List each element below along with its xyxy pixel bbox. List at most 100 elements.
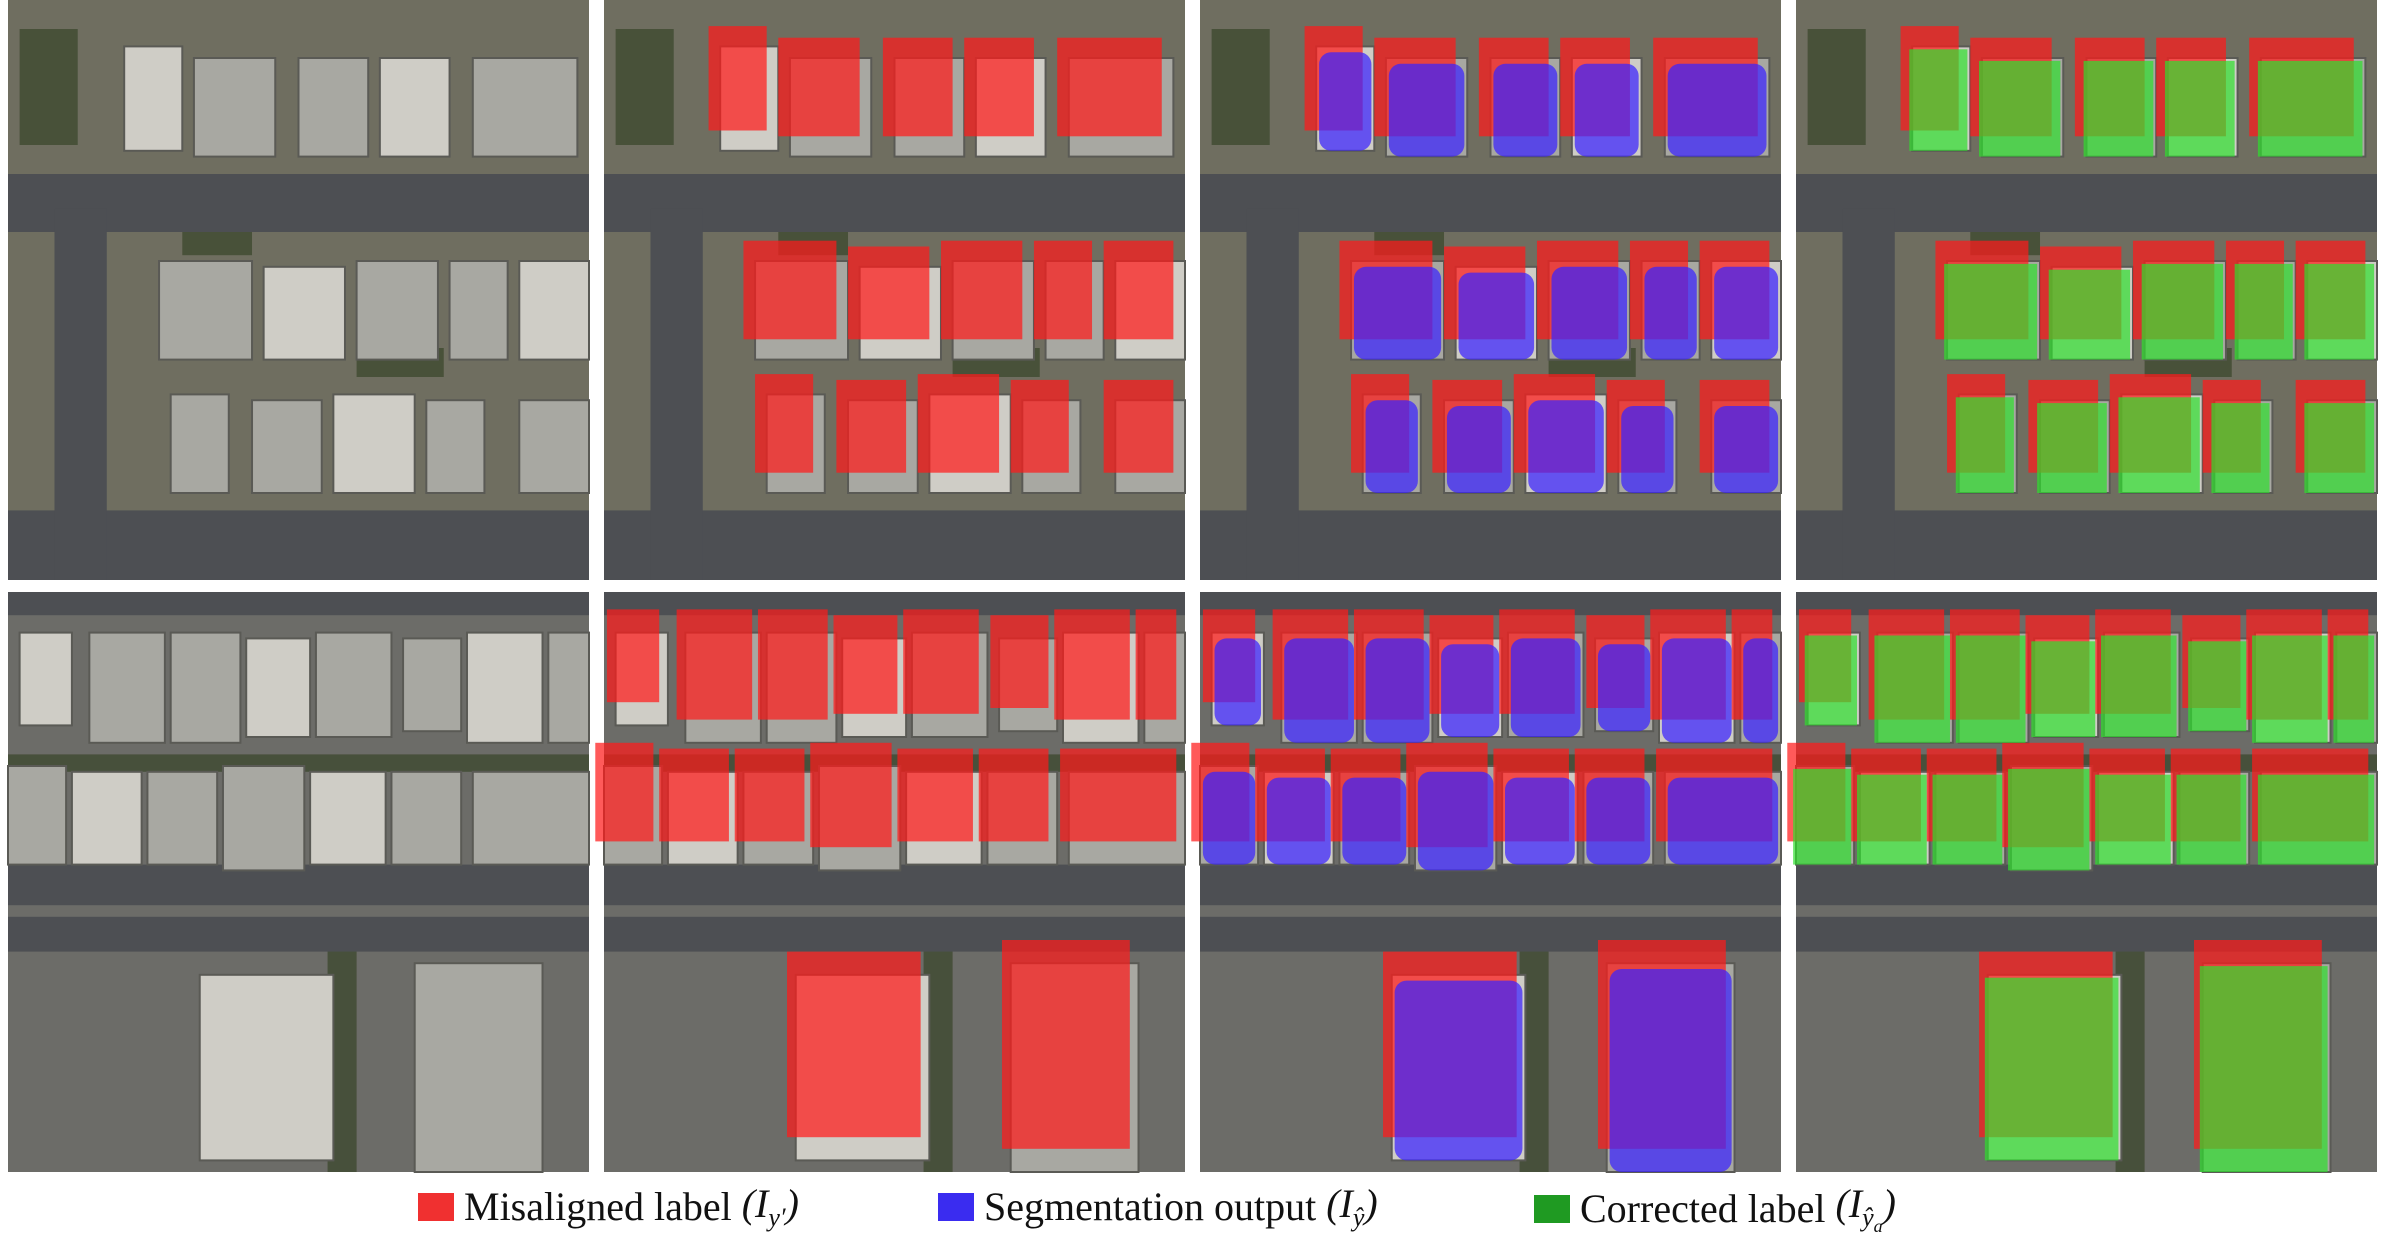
building: [390, 770, 463, 866]
building: [18, 631, 73, 727]
corrected-label: [1793, 768, 1852, 865]
segmentation-output: [1586, 777, 1651, 865]
corrected-label: [2118, 397, 2200, 493]
corrected-label: [2257, 774, 2375, 865]
math-subsubscript: a: [1873, 1216, 1883, 1237]
segmentation-output: [1505, 777, 1575, 865]
building: [245, 637, 312, 739]
legend-label: Misaligned label: [464, 1184, 732, 1229]
segmentation-output: [1388, 63, 1465, 157]
misaligned-label: [757, 609, 828, 720]
vegetation: [1211, 29, 1270, 145]
road: [8, 916, 589, 952]
segmentation-output: [1365, 638, 1430, 743]
corrected-label: [2199, 966, 2328, 1172]
misaligned-label: [1033, 240, 1093, 340]
building: [309, 770, 387, 866]
segmentation-output: [1319, 52, 1372, 151]
legend-swatch: [938, 1192, 974, 1221]
building: [123, 45, 184, 152]
legend-item: Segmentation output (Iŷ): [938, 1180, 1378, 1233]
figure-panels: [7, 0, 2379, 1174]
segmentation-output: [1202, 771, 1256, 865]
misaligned-label: [734, 748, 805, 842]
building: [465, 631, 544, 744]
legend-label: Corrected label: [1580, 1186, 1826, 1232]
misaligned-label: [1054, 609, 1130, 720]
segmentation-output: [1714, 406, 1779, 493]
legend-swatch: [1534, 1194, 1570, 1223]
road: [8, 592, 589, 616]
building: [221, 765, 306, 872]
corrected-label: [2252, 635, 2328, 743]
segmentation-output: [1667, 777, 1779, 865]
corrected-label: [1804, 635, 1858, 726]
vegetation: [1807, 29, 1866, 145]
corrected-label: [2083, 60, 2154, 157]
segmentation-output: [1644, 266, 1697, 360]
building: [448, 260, 509, 361]
misaligned-label: [978, 748, 1049, 842]
corrected-label: [2304, 403, 2375, 493]
building: [297, 57, 370, 158]
building: [262, 265, 346, 361]
corrected-label: [2037, 403, 2107, 493]
building: [192, 57, 277, 158]
corrected-label: [1932, 774, 2003, 865]
building: [402, 637, 463, 733]
building: [413, 962, 544, 1174]
corrected-label: [1944, 263, 2038, 360]
corrected-label: [2008, 768, 2090, 871]
segmentation-output: [1493, 63, 1558, 157]
segmentation-output: [1266, 777, 1331, 865]
segmentation-output: [1597, 644, 1651, 732]
segmentation-output: [1667, 63, 1767, 157]
corrected-label: [1979, 60, 2061, 157]
corrected-label: [2164, 60, 2235, 157]
corrected-label: [1955, 635, 2026, 743]
building: [169, 631, 242, 744]
misaligned-label: [1060, 748, 1177, 842]
misaligned-label: [964, 37, 1034, 137]
segmentation-output: [1551, 266, 1628, 360]
building: [471, 770, 590, 866]
math-subscript: y′: [768, 1203, 786, 1232]
building: [198, 973, 335, 1162]
legend-item: Corrected label (Iŷa): [1534, 1180, 1896, 1237]
corrected-label: [1955, 397, 2014, 493]
misaligned-label: [659, 748, 729, 842]
corrected-label: [2257, 60, 2363, 157]
segmentation-output: [1621, 406, 1674, 493]
building: [70, 770, 143, 866]
corrected-label: [1874, 635, 1950, 743]
legend-math: (Iŷa): [1835, 1180, 1896, 1237]
segmentation-output: [1714, 266, 1779, 360]
segmentation-output: [1417, 771, 1494, 871]
misaligned-label: [606, 609, 660, 703]
segmentation-output: [1510, 638, 1581, 737]
segmentation-output: [1458, 272, 1535, 360]
legend-swatch: [418, 1192, 454, 1221]
legend: Misaligned label (Iy′) Segmentation outp…: [0, 1180, 2385, 1240]
road: [54, 208, 107, 581]
segmentation-output: [1342, 777, 1407, 865]
misaligned-label: [848, 246, 930, 340]
misaligned-label: [1001, 940, 1130, 1149]
segmentation-output: [1528, 400, 1604, 493]
math-symbol: (I: [741, 1181, 769, 1226]
building: [251, 399, 323, 495]
misaligned-label: [1103, 379, 1174, 473]
segmentation-output: [1394, 980, 1523, 1161]
vegetation: [615, 29, 674, 145]
building: [88, 631, 166, 744]
segmentation-output: [1284, 638, 1354, 743]
legend-math: (Iy′): [742, 1180, 799, 1233]
segmentation-output: [1446, 406, 1511, 493]
misaligned-label: [882, 37, 953, 137]
corrected-label: [2141, 263, 2224, 360]
building: [471, 57, 579, 158]
misaligned-label: [778, 37, 860, 137]
math-close: ): [1364, 1181, 1378, 1226]
corrected-label: [2031, 641, 2096, 737]
